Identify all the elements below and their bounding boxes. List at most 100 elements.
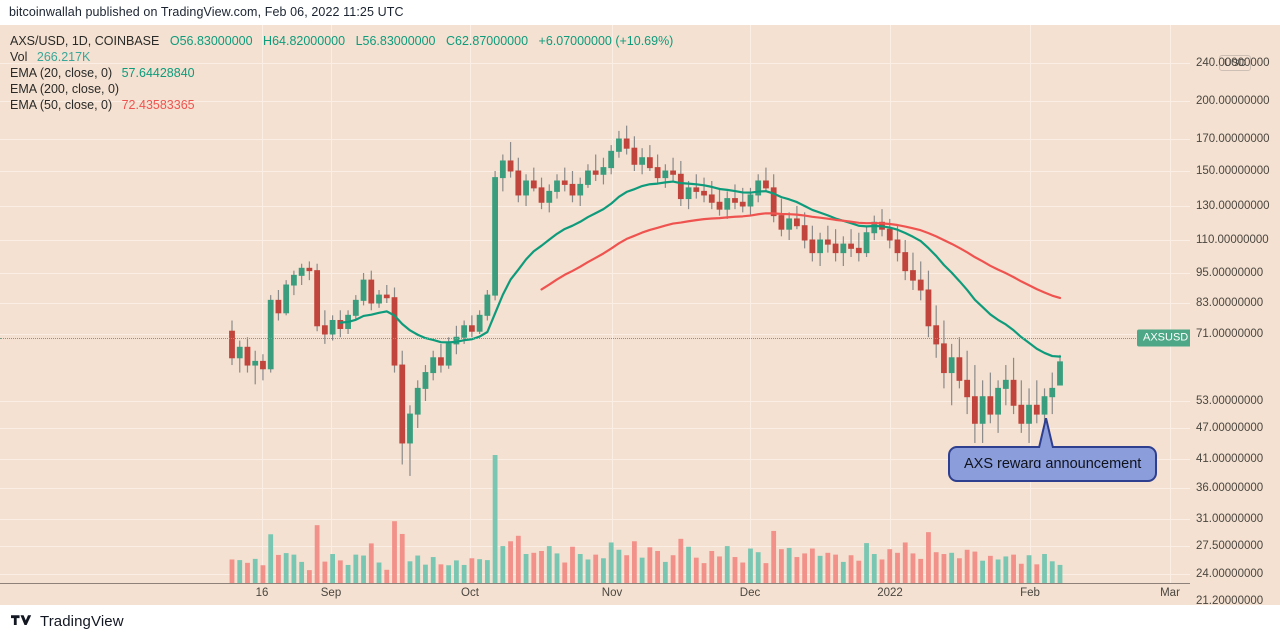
volume-bar (848, 555, 854, 583)
volume-bar (910, 553, 916, 583)
tradingview-logo[interactable]: TradingView (11, 613, 124, 630)
volume-bar (283, 553, 289, 583)
chart-plot-area[interactable] (0, 25, 1190, 583)
volume-bar (523, 554, 529, 583)
volume-bar (438, 564, 444, 583)
candle-body (561, 180, 568, 185)
candle-body (414, 387, 421, 415)
volume-bar (539, 550, 544, 583)
candle-body (399, 364, 406, 444)
candle-body (732, 198, 738, 203)
candle-body (422, 372, 429, 389)
price-tick-label: 36.00000000 (1196, 482, 1264, 494)
volume-bar (701, 563, 707, 583)
volume-bar (902, 542, 908, 583)
legend-ema20-row[interactable]: EMA (20, close, 0) 57.64428840 (10, 65, 673, 81)
annotation-callout[interactable]: AXS reward announcement (948, 418, 1158, 482)
ema-line (540, 212, 1062, 300)
volume-bar (1018, 563, 1024, 583)
candle-body (631, 147, 638, 165)
legend-ema50-value: 72.43583365 (121, 98, 195, 112)
candle-body (554, 180, 560, 192)
candle-body (321, 325, 328, 335)
volume-bar (322, 561, 328, 583)
price-tick-label: 24.00000000 (1196, 568, 1264, 580)
candle-body (314, 270, 321, 327)
volume-bar (717, 556, 722, 583)
candle-body (763, 180, 769, 189)
volume-bar (492, 455, 498, 583)
candle-body (244, 346, 251, 366)
candlestick-layer (229, 125, 1063, 583)
time-axis-separator (0, 583, 1280, 584)
volume-bar (755, 552, 761, 583)
legend-low: L56.83000000 (355, 34, 436, 48)
legend-symbol-row[interactable]: AXS/USD, 1D, COINBASE O56.83000000 H64.8… (10, 33, 673, 49)
candle-body (430, 357, 437, 374)
volume-bar (802, 553, 808, 583)
legend-ema200-row[interactable]: EMA (200, close, 0) (10, 81, 673, 97)
candle-body (275, 299, 282, 314)
legend-ema200-label: EMA (200, close, 0) (10, 82, 120, 96)
candle-body (654, 167, 661, 179)
candle-body (337, 319, 344, 329)
candle-body (1002, 379, 1009, 389)
currency-badge: USD (1219, 55, 1252, 71)
candle-body (685, 187, 692, 200)
volume-bar (361, 555, 366, 583)
volume-bar (252, 558, 258, 583)
volume-bar (624, 555, 630, 583)
legend-ema20-value: 57.64428840 (121, 66, 195, 80)
price-tick-label: 27.50000000 (1196, 540, 1264, 552)
candle-body (701, 190, 707, 196)
candle-body (708, 194, 715, 203)
volume-bar (864, 543, 869, 583)
volume-bar (229, 559, 235, 583)
candle-body (616, 138, 622, 152)
volume-bar (724, 546, 730, 583)
price-tick-label: 95.00000000 (1196, 267, 1264, 279)
volume-bar (515, 535, 521, 583)
volume-bar (554, 553, 560, 583)
candle-body (445, 343, 452, 366)
volume-bar (871, 554, 877, 583)
legend-ema50-row[interactable]: EMA (50, close, 0) 72.43583365 (10, 97, 673, 113)
candle-body (391, 297, 398, 366)
candle-body (484, 294, 491, 316)
volume-bar (833, 554, 838, 583)
volume-bar (562, 562, 568, 583)
volume-bar (337, 560, 343, 583)
candle-body (639, 157, 646, 165)
time-axis[interactable]: 16 Sep Oct Nov Dec 2022 Feb Mar (0, 584, 1190, 605)
price-tick-label: 71.00000000 (1196, 328, 1264, 340)
candle-body (1018, 404, 1025, 424)
legend-close: C62.87000000 (446, 34, 529, 48)
candle-body (252, 360, 259, 366)
candle-body (739, 201, 746, 207)
candle-body (693, 187, 700, 192)
time-tick-label: Mar (1160, 587, 1180, 599)
candle-body (925, 289, 932, 327)
volume-bar (809, 548, 815, 583)
volume-bar (314, 525, 320, 583)
legend-volume-label: Vol (10, 50, 28, 64)
candle-body (817, 239, 824, 254)
candle-body (956, 357, 963, 381)
candle-body (492, 177, 499, 296)
legend-ema20-label: EMA (20, close, 0) (10, 66, 113, 80)
candle-body (368, 279, 375, 304)
candle-body (376, 294, 382, 304)
volume-bar (593, 554, 599, 583)
grid-layer (0, 25, 1190, 583)
chart-frame: AXSUSD AXS/USD, 1D, COINBASE O56.8300000… (0, 25, 1280, 605)
volume-bar (508, 541, 513, 583)
candle-body (461, 325, 468, 338)
time-tick-label: Dec (739, 587, 761, 599)
legend-volume-row[interactable]: Vol 266.217K (10, 49, 673, 65)
volume-bar (399, 533, 405, 583)
volume-bar (384, 569, 390, 583)
volume-bar (392, 521, 397, 583)
volume-bar (949, 552, 955, 583)
price-axis[interactable]: USD 62.87000000 12:34:50 240.00000000200… (1190, 25, 1280, 605)
